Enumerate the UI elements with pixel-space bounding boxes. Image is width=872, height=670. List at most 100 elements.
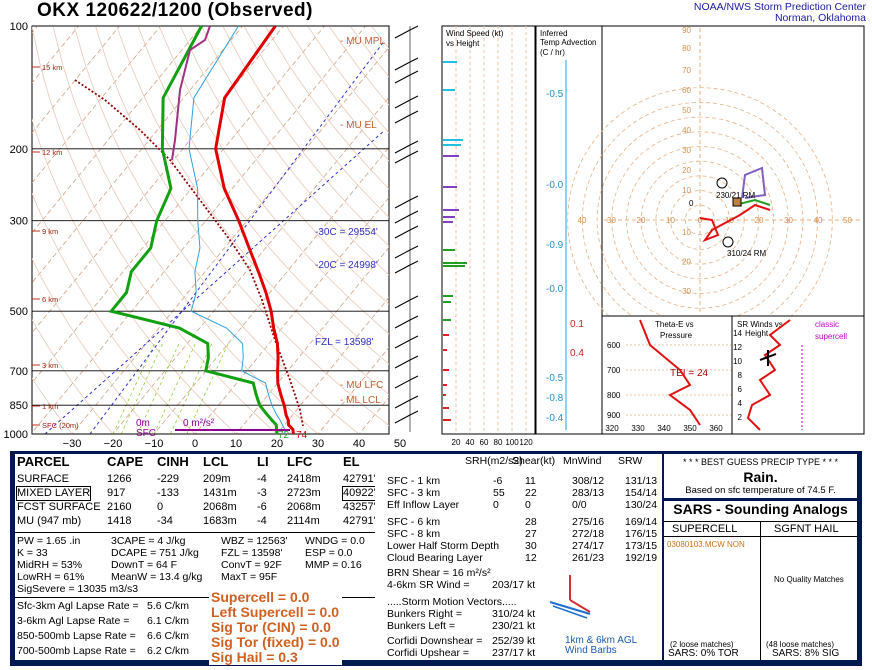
wind-barb-flag (409, 195, 419, 201)
kinematics-box: SRH(m2/s2) Shear(kt) MnWind SRW SFC - 1 km -6… (375, 454, 662, 660)
mean-wind-marker (732, 197, 742, 207)
composite-value: Left Supercell = 0.0 (211, 604, 339, 620)
parcel-header: PARCEL (17, 454, 70, 469)
wind-barb (394, 154, 411, 164)
dry-adiabat (73, 26, 360, 434)
temp-tick: 50 (394, 438, 406, 450)
dry-adiabat (158, 26, 389, 335)
sars-match: 03080103.MCW NON (667, 540, 745, 549)
tadv-value: -0.0 (546, 180, 564, 191)
skewt-annotation: 0m (136, 418, 150, 429)
wind-barb-flag (409, 395, 419, 401)
tadv-value: -0.9 (546, 240, 564, 251)
org-line-1: NOAA/NWS Storm Prediction Center (693, 1, 866, 13)
height-tick: 15 km (42, 63, 62, 72)
srw-ytick: 8 (738, 371, 743, 380)
wind-barb-flag (409, 355, 419, 361)
lapse-value: 5.6 C/km (147, 600, 190, 612)
sr46-label: 4-6km SR Wind = (387, 579, 470, 591)
parcel-header: CINH (157, 454, 189, 469)
srw-ytick: 12 (733, 343, 742, 352)
isotherm (32, 26, 325, 384)
skewt-diagram: 100 200 300 500 700 850 1000 −30 −20 −10 0 10 20 30 40… (4, 21, 419, 450)
parcel-cell: 0 (157, 501, 164, 513)
hodo-x-label: 20 (637, 216, 646, 225)
composite-value: Sig Hail = 0.3 (211, 649, 298, 665)
wind-barb-flag (409, 70, 419, 76)
hodo-ring-label: 80 (682, 44, 691, 53)
kin-cell: -6 (493, 475, 503, 487)
tei-label: TEI = 24 (670, 368, 709, 379)
temp-tick: −10 (145, 438, 164, 450)
barbs-caption: 1km & 6km AGL Wind Barbs (565, 636, 637, 656)
kin-row-label: SFC - 1 km (387, 475, 441, 487)
thetae-xtick: 340 (657, 424, 671, 433)
tadv-value: 0.1 (570, 319, 584, 330)
composite-parameters: Supercell = 0.0 Left Supercell = 0.0 Sig T… (209, 590, 342, 665)
kin-cell: 275/16 (572, 516, 605, 528)
kin-cell: 0/0 (572, 499, 587, 511)
barbs-caption-1: 1km & 6km AGL (565, 635, 638, 646)
isotherm (235, 246, 389, 434)
precip-note: Based on sfc temperature of 74.5 F. (685, 485, 836, 496)
parcel-cell: 209m (203, 473, 231, 485)
parcel-header: EL (343, 454, 360, 469)
pressure-tick: 500 (10, 306, 28, 318)
parcel-cell: 42791' (343, 515, 376, 527)
pressure-tick: 1000 (4, 429, 28, 441)
precip-title: * * * BEST GUESS PRECIP TYPE * * * (682, 457, 839, 467)
temp-tick: −20 (104, 438, 123, 450)
dewpoint-trace (108, 26, 279, 434)
wind-barb-flag (409, 295, 419, 301)
parcel-cell: -229 (157, 473, 180, 485)
index-value: MaxT = 95F (221, 571, 278, 583)
temp-tick: 0 (192, 438, 198, 450)
wind-barb (394, 249, 411, 259)
wind-barb-flag (409, 260, 419, 266)
skewt-annotation: 0 m²/s² (183, 418, 215, 429)
wind-barb (394, 99, 411, 109)
hodo-x-label: 50 (843, 216, 852, 225)
parcel-cell: 1418 (107, 515, 132, 527)
hodo-ring-label: 30 (682, 287, 691, 296)
kin-cell: 192/19 (625, 552, 658, 564)
index-value: ConvT = 92F (221, 559, 282, 571)
thetae-xtick: 330 (631, 424, 645, 433)
isotherm (276, 296, 389, 434)
pressure-tick: 300 (10, 216, 28, 228)
wind-axis-tick: 100 (505, 438, 519, 447)
parcel-header: LCL (203, 454, 229, 469)
mixing-line (153, 343, 196, 434)
temperature-trace (214, 26, 295, 434)
dry-adiabat (32, 118, 237, 434)
tadv-value: -0.4 (546, 413, 564, 424)
kin-cell: 154/14 (625, 487, 658, 499)
kin-cell: 274/17 (572, 540, 605, 552)
kin-cell: 0 (525, 499, 531, 511)
motion-label: Corfidi Downshear = (387, 635, 483, 647)
kin-cell: 283/13 (572, 487, 605, 499)
index-value: WBZ = 12563' (221, 535, 288, 547)
srw-ytick: 10 (733, 357, 742, 366)
kin-cell: 261/23 (572, 552, 605, 564)
wind-barb (394, 399, 411, 409)
index-value: DownT = 64 F (111, 559, 178, 571)
tadv-value: -0.5 (546, 373, 564, 384)
brn-shear: BRN Shear = 16 m²/s² (387, 567, 491, 579)
thetae-title-1: Theta-E vs (655, 320, 694, 329)
wind-panel-title-1: Wind Speed (kt) (446, 29, 504, 38)
kin-cell: 27 (525, 528, 537, 540)
barbs-mini (549, 575, 591, 619)
hodo-x-label: 20 (755, 216, 764, 225)
lapse-value: 6.6 C/km (147, 630, 190, 642)
height-tick: 3 km (42, 361, 58, 370)
wind-barb (394, 214, 411, 224)
wind-barb (394, 319, 411, 329)
thetae-xtick: 360 (709, 424, 723, 433)
hodo-x-label: 40 (814, 216, 823, 225)
srw-ytick: 4 (738, 399, 743, 408)
pressure-tick: 850 (10, 400, 28, 412)
composite-value: Sig Tor (fixed) = 0.0 (211, 634, 340, 650)
hodo-ring-label: 50 (682, 106, 691, 115)
lapse-label: Sfc-3km Agl Lapse Rate = (17, 600, 139, 612)
